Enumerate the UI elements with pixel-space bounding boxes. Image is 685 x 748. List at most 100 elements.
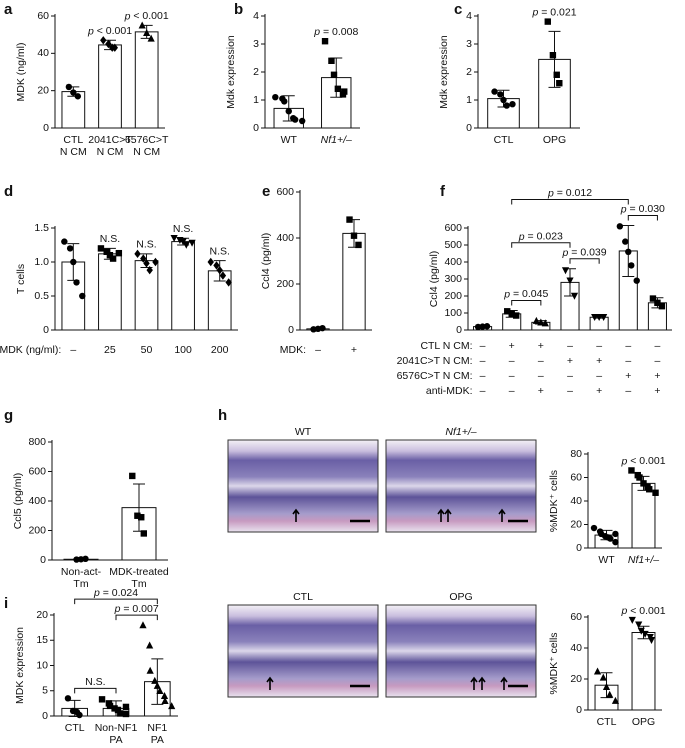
y-tick-label: 600 — [28, 465, 46, 477]
data-point — [298, 117, 306, 125]
data-point — [122, 710, 130, 718]
y-tick-label: 40 — [570, 495, 582, 507]
y-tick-label: 20 — [37, 84, 49, 96]
y-tick-label: 0 — [456, 324, 462, 336]
data-point — [602, 682, 611, 690]
y-axis-label: %MDK⁺ cells — [548, 632, 560, 694]
x-tick-label: – — [70, 344, 76, 356]
condition-mark: – — [567, 385, 573, 397]
data-point — [607, 535, 614, 542]
data-point — [61, 238, 68, 245]
x-tick-label: Nf1+/– — [628, 554, 659, 566]
x-tick-label: N CM — [60, 146, 87, 158]
data-point — [147, 34, 155, 42]
x-tick-label: Nf1+/– — [321, 134, 352, 146]
y-tick-label: 5 — [42, 685, 48, 697]
data-point — [553, 71, 560, 78]
y-tick-label: 0 — [43, 324, 49, 336]
data-point — [106, 702, 114, 710]
bar — [342, 232, 366, 331]
y-tick-label: 40 — [570, 642, 582, 654]
data-point — [70, 89, 77, 96]
row-label: MDK: — [280, 344, 306, 356]
y-tick-label: 1.0 — [34, 256, 49, 268]
data-point — [654, 299, 661, 306]
condition-mark: + — [538, 340, 544, 352]
row-label: anti-MDK: — [426, 385, 473, 397]
y-tick-label: 4 — [253, 10, 259, 22]
y-tick-label: 0 — [466, 122, 472, 134]
y-tick-label: 4 — [466, 10, 472, 22]
data-point — [341, 88, 348, 95]
panel-label: c — [454, 1, 462, 18]
comparison-bracket — [511, 299, 542, 306]
row-label: 2041C>T N CM: — [397, 355, 473, 367]
image-title: WT — [295, 426, 312, 438]
error-bar — [548, 30, 561, 88]
y-tick-label: 600 — [276, 186, 294, 198]
x-tick-label: NF1 — [147, 722, 167, 734]
bar — [134, 31, 159, 129]
data-point — [114, 706, 122, 714]
data-point — [111, 705, 118, 712]
data-point — [168, 702, 176, 710]
data-point — [182, 241, 190, 249]
condition-mark: + — [596, 385, 602, 397]
comparison-label: N.S. — [85, 676, 105, 688]
data-point — [151, 676, 159, 684]
row-label: CTL N CM: — [420, 340, 472, 352]
x-tick-label: – — [315, 344, 321, 356]
data-point — [285, 108, 292, 115]
x-tick-label: PA — [109, 734, 122, 746]
x-tick-label: 2041C>T — [88, 134, 132, 146]
y-axis-label: MDK expression — [14, 627, 26, 704]
y-tick-label: 400 — [28, 495, 46, 507]
comparison-label: p = 0.030 — [620, 203, 665, 215]
data-point — [134, 512, 141, 519]
x-tick-label: Non-NF1 — [95, 722, 138, 734]
x-tick-label: PA — [151, 734, 164, 746]
data-point — [636, 474, 643, 481]
condition-mark: – — [596, 370, 602, 382]
data-point — [633, 277, 640, 284]
y-tick-label: 80 — [570, 448, 582, 460]
data-point — [97, 245, 105, 252]
data-point — [98, 696, 106, 703]
data-point — [635, 621, 643, 629]
data-point — [483, 323, 491, 330]
data-point — [570, 292, 579, 300]
y-axis-label: Ccl4 (pg/ml) — [260, 233, 272, 290]
comparison-label: p = 0.039 — [562, 247, 607, 259]
significance-label: p < 0.001 — [87, 25, 132, 37]
data-point — [138, 21, 146, 29]
y-tick-label: 3 — [253, 38, 259, 50]
image-title: Nf1+/– — [445, 426, 476, 438]
data-point — [512, 312, 520, 319]
significance-label: N.S. — [136, 239, 156, 251]
data-point — [188, 239, 196, 247]
data-point — [330, 71, 338, 78]
y-tick-label: 60 — [37, 10, 49, 22]
data-point — [82, 555, 89, 563]
significance-label: N.S. — [173, 223, 193, 235]
comparison-label: p = 0.007 — [114, 603, 159, 615]
panel-label: d — [4, 183, 13, 200]
condition-mark: – — [567, 340, 573, 352]
data-point — [616, 223, 624, 230]
data-point — [70, 258, 77, 266]
micrograph — [385, 604, 537, 698]
y-axis-label: MDK (ng/ml) — [15, 43, 27, 102]
data-point — [508, 310, 515, 318]
condition-mark: – — [596, 340, 602, 352]
comparison-label: p = 0.024 — [93, 587, 138, 599]
panel-label: e — [262, 183, 270, 200]
data-point — [66, 245, 74, 252]
panel-label: b — [234, 1, 243, 18]
data-point — [532, 316, 540, 324]
condition-mark: – — [625, 355, 631, 367]
condition-mark: + — [538, 385, 544, 397]
y-tick-label: 500 — [444, 239, 462, 251]
image-title: CTL — [293, 591, 313, 603]
data-point — [611, 696, 620, 704]
